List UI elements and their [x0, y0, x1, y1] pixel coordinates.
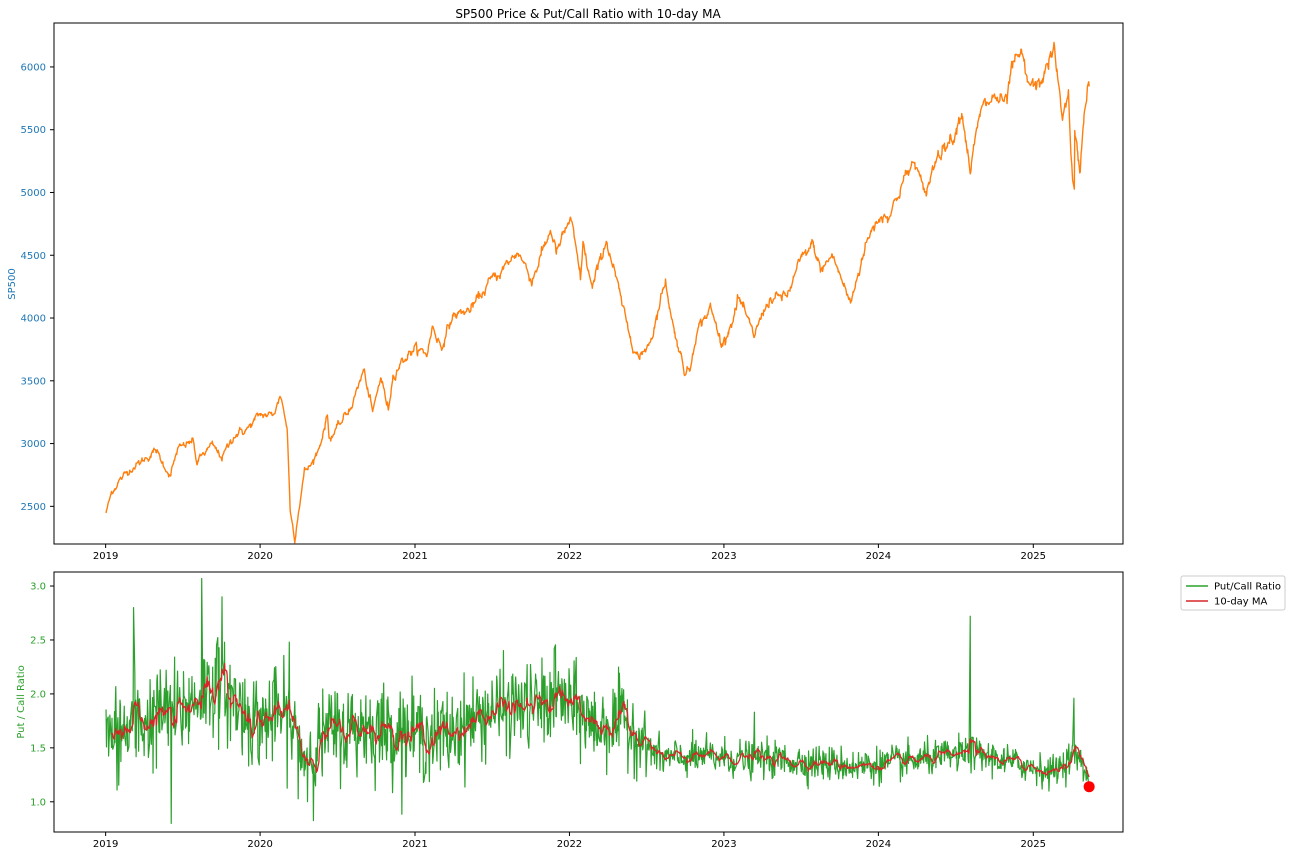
price-y-tick-label: 6000 [21, 62, 46, 73]
ratio-x-tick-label: 2021 [402, 839, 427, 850]
price-axis-label: SP500 [7, 268, 18, 299]
ratio-x-tick-label: 2020 [247, 839, 272, 850]
ratio-x-tick-label: 2025 [1021, 839, 1046, 850]
ratio-panel: Put / Call Ratio 1.0 1.5 2.0 2.5 3.0 2019 202… [16, 571, 1124, 850]
price-y-tick-label: 5500 [21, 125, 46, 136]
ratio-axes-frame [53, 571, 1124, 833]
price-x-tick-label: 2021 [402, 551, 427, 562]
price-y-tick-label: 5000 [21, 188, 46, 199]
legend-label-ma: 10-day MA [1214, 597, 1268, 608]
price-y-ticks: 2500 3000 3500 4000 4500 5000 5500 6000 [21, 62, 54, 513]
price-y-tick-label: 3500 [21, 376, 46, 387]
moving-average-line [110, 662, 1090, 778]
price-x-tick-label: 2023 [711, 551, 736, 562]
price-x-tick-label: 2025 [1021, 551, 1046, 562]
price-panel: SP500 2500 3000 3500 4000 4500 5000 5500 6000 2… [7, 22, 1124, 562]
price-x-tick-label: 2020 [247, 551, 272, 562]
price-y-tick-label: 2500 [21, 502, 46, 513]
ratio-y-ticks: 1.0 1.5 2.0 2.5 3.0 [30, 582, 54, 808]
ratio-axis-label: Put / Call Ratio [16, 665, 27, 738]
chart-title: SP500 Price & Put/Call Ratio with 10-day… [455, 7, 721, 21]
ratio-y-tick-label: 1.0 [30, 797, 46, 808]
legend: Put/Call Ratio 10-day MA [1180, 575, 1286, 611]
latest-value-marker [1083, 781, 1095, 793]
price-x-tick-label: 2024 [866, 551, 891, 562]
ratio-y-tick-label: 2.0 [30, 689, 46, 700]
price-x-tick-label: 2019 [93, 551, 118, 562]
price-x-tick-label: 2022 [557, 551, 582, 562]
put-call-ratio-line [105, 577, 1090, 824]
price-axes-frame [53, 22, 1124, 545]
ratio-y-tick-label: 2.5 [30, 635, 46, 646]
ratio-y-tick-label: 3.0 [30, 582, 46, 593]
ratio-x-tick-label: 2019 [93, 839, 118, 850]
ratio-x-tick-label: 2023 [711, 839, 736, 850]
ratio-x-tick-label: 2024 [866, 839, 891, 850]
price-x-ticks: 2019 2020 2021 2022 2023 2024 2025 [93, 544, 1046, 562]
legend-label-putcall: Put/Call Ratio [1214, 582, 1281, 593]
price-y-tick-label: 4500 [21, 251, 46, 262]
ratio-plot-area [105, 577, 1095, 824]
ratio-x-ticks: 2019 2020 2021 2022 2023 2024 2025 [93, 832, 1046, 850]
price-y-tick-label: 3000 [21, 439, 46, 450]
sp500-price-line [105, 41, 1090, 544]
ratio-x-tick-label: 2022 [557, 839, 582, 850]
price-y-tick-label: 4000 [21, 314, 46, 325]
ratio-y-tick-label: 1.5 [30, 743, 46, 754]
price-plot-area [105, 41, 1090, 544]
